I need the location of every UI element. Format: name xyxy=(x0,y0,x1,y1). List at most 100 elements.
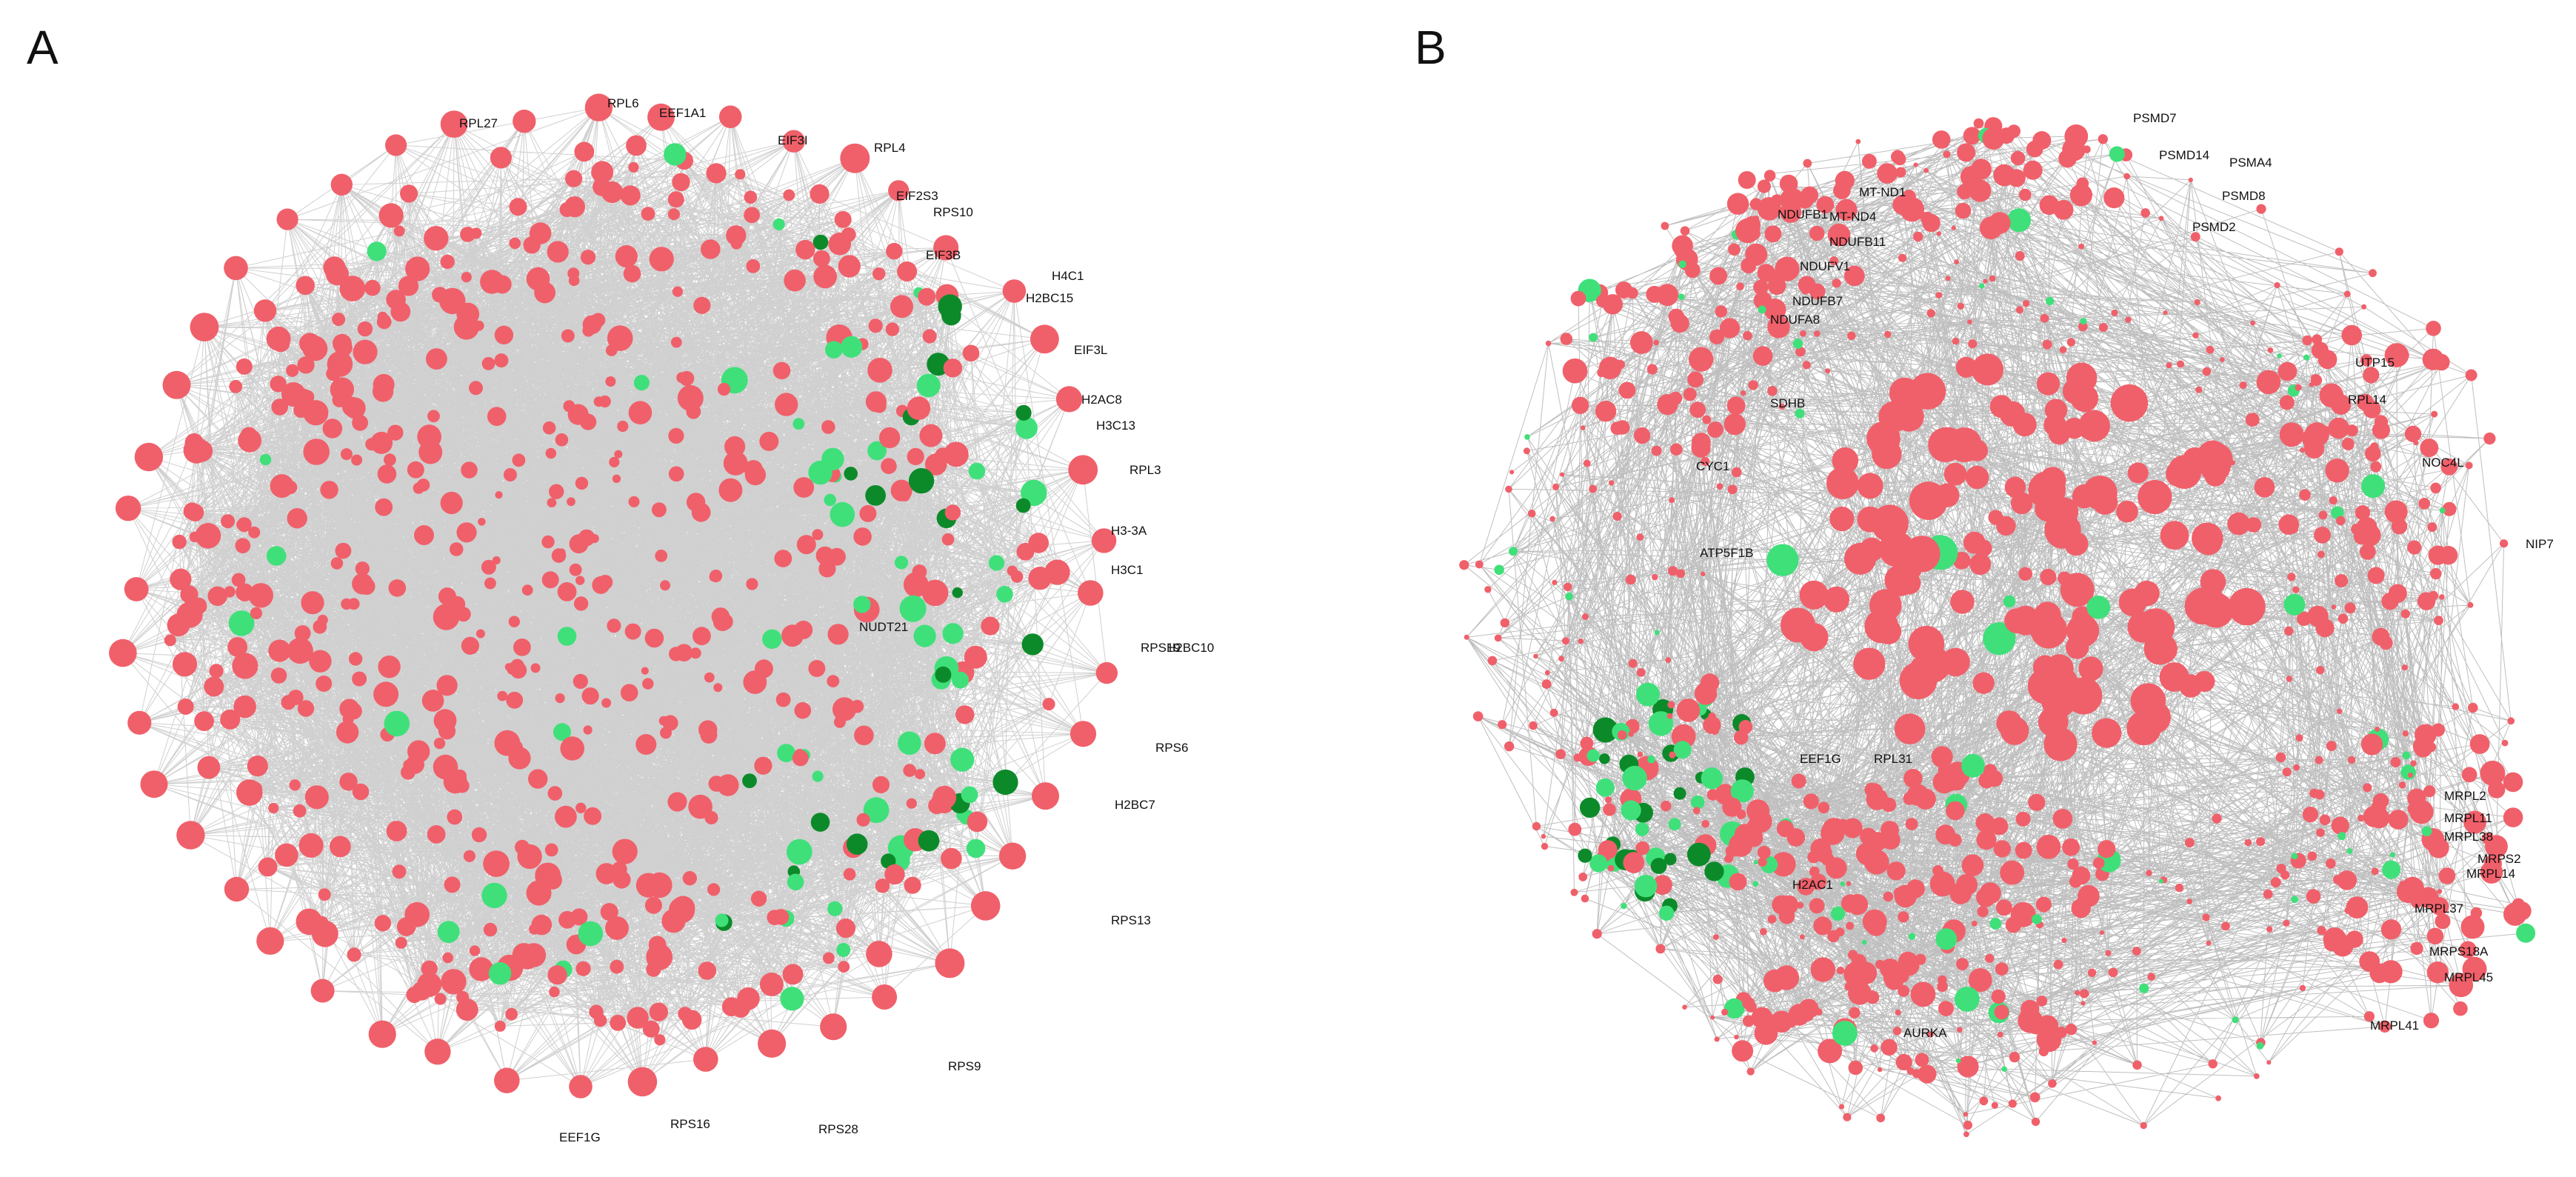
network-b-node xyxy=(1912,1069,1922,1078)
network-b-node xyxy=(1967,319,1972,324)
network-b-node xyxy=(1832,447,1859,474)
network-a-node xyxy=(497,690,508,701)
network-b-node xyxy=(2410,941,2423,956)
network-b-node xyxy=(1673,741,1692,759)
network-b-node xyxy=(2371,867,2379,876)
network-a-node xyxy=(495,491,503,499)
network-b-node xyxy=(1736,282,1744,291)
network-b-node xyxy=(1765,170,1772,177)
network-a-node xyxy=(567,404,589,425)
network-b-node xyxy=(2192,332,2199,339)
network-b-node xyxy=(1472,711,1484,721)
network-b-node xyxy=(2452,703,2460,710)
network-a-node xyxy=(375,498,393,516)
network-b-node xyxy=(1487,656,1498,666)
network-b-node xyxy=(2003,595,2016,608)
network-b-node xyxy=(1822,818,1846,841)
network-b-node xyxy=(1995,962,2009,976)
network-b-node xyxy=(1838,1104,1845,1110)
network-b-node xyxy=(2190,232,2200,242)
network-a-node xyxy=(690,647,701,659)
network-b-node xyxy=(1815,1008,1823,1016)
network-a-node xyxy=(253,299,277,322)
network-a-node xyxy=(259,453,272,466)
network-b-node xyxy=(1560,333,1573,345)
network-b-node xyxy=(1505,485,1512,493)
network-a-node xyxy=(351,454,363,466)
network-b-node xyxy=(2286,676,2292,682)
network-a-node xyxy=(268,639,291,662)
network-b-node xyxy=(1830,906,1846,921)
network-a-node xyxy=(268,802,279,814)
network-b-node xyxy=(1909,481,1948,520)
network-b-node xyxy=(2132,1060,2142,1070)
network-b-node xyxy=(2072,606,2093,627)
network-b-node xyxy=(1665,657,1672,663)
network-b-node xyxy=(2449,973,2474,998)
network-b-node xyxy=(1709,329,1725,344)
network-a-node xyxy=(584,93,613,121)
network-panel-b: PSMD7 PSMD14 PSMA4 PSMD8 PSMD2 MT-ND1 NDUFB1 MT… xyxy=(1415,21,2554,1138)
network-a-node xyxy=(781,624,804,647)
network-a-label: H3C1 xyxy=(1111,563,1143,577)
network-b-node xyxy=(2036,372,2060,396)
network-b-node xyxy=(2307,851,2318,861)
network-b-node xyxy=(1848,1060,1863,1076)
network-b-node xyxy=(1797,901,1804,909)
network-b-node xyxy=(1549,708,1558,717)
network-b-node xyxy=(2318,510,2328,520)
network-a-node xyxy=(441,969,467,995)
network-b-node xyxy=(1760,927,1767,936)
network-a-node xyxy=(605,916,629,940)
network-a-node xyxy=(303,400,329,426)
network-b-node xyxy=(1475,560,1484,569)
network-a-node xyxy=(232,653,258,679)
network-b-node xyxy=(1976,830,1997,850)
network-a-node xyxy=(774,550,793,567)
network-b-node xyxy=(2202,367,2212,376)
network-b-node xyxy=(2038,707,2069,737)
network-a-node xyxy=(357,321,373,337)
network-b-node xyxy=(1668,308,1684,325)
network-a-node xyxy=(888,180,910,201)
network-a-node xyxy=(583,725,593,735)
network-b-node xyxy=(2369,807,2390,829)
network-a-node xyxy=(1055,386,1083,413)
network-b-node xyxy=(1846,881,1852,887)
network-b-node xyxy=(1746,799,1770,823)
network-b-node xyxy=(2344,907,2352,914)
network-b-node xyxy=(1797,878,1815,896)
network-b-label: MRPS2 xyxy=(2477,852,2521,866)
network-b-node xyxy=(2232,1016,2239,1024)
network-a-node xyxy=(172,534,187,550)
network-a-node xyxy=(557,627,577,646)
network-b-node xyxy=(1799,580,1829,610)
network-a-node xyxy=(998,842,1027,870)
network-b-node xyxy=(2370,461,2382,473)
network-b-node xyxy=(1623,852,1644,873)
network-b-node xyxy=(2001,1066,2007,1073)
network-b-node xyxy=(2279,422,2304,447)
network-b-node xyxy=(2291,896,2298,904)
network-a-node xyxy=(813,250,830,267)
network-a-node xyxy=(330,557,344,570)
network-a-node xyxy=(270,474,294,499)
network-a-node xyxy=(955,705,975,724)
network-b-node xyxy=(1898,253,1907,262)
network-b-node xyxy=(1527,510,1536,518)
network-b-node xyxy=(1952,337,1960,345)
network-b-node xyxy=(1708,712,1716,721)
network-b-node xyxy=(2311,341,2329,359)
network-b-node xyxy=(2408,773,2413,778)
network-b-node xyxy=(2442,359,2449,365)
network-a-node xyxy=(347,947,361,962)
network-b-node xyxy=(1701,456,1710,467)
network-b-node xyxy=(1872,439,1902,470)
network-b-node xyxy=(1950,590,1975,614)
network-a-node xyxy=(581,687,599,705)
network-a-node xyxy=(726,225,747,246)
network-a-node xyxy=(352,671,367,687)
network-b-node xyxy=(1757,197,1781,221)
network-a-node xyxy=(617,420,629,433)
network-a-node xyxy=(417,424,441,449)
